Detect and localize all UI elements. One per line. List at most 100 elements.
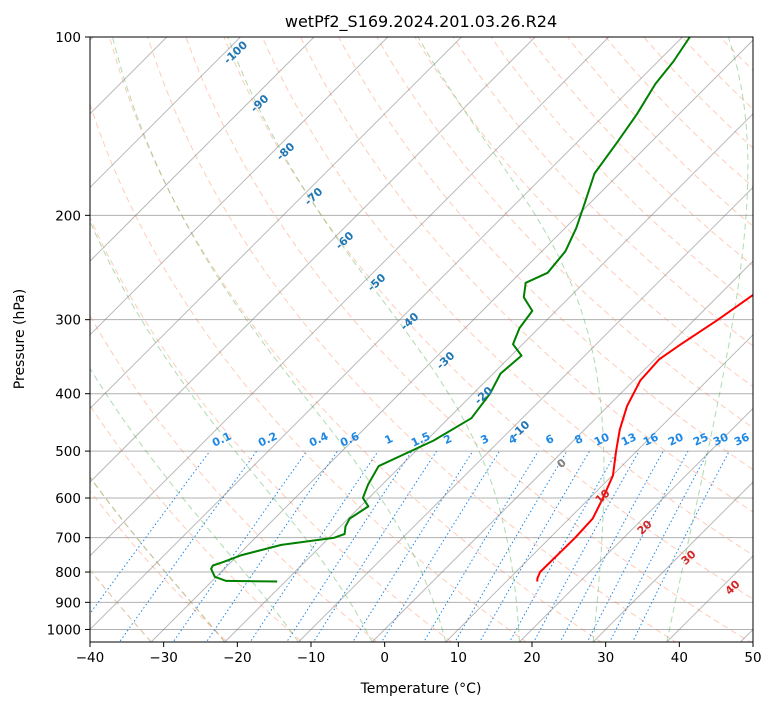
y-tick-label: 700: [55, 531, 81, 547]
mixing-ratio-line: [381, 450, 500, 642]
moist-adiabat-line: [666, 37, 749, 642]
x-tick-label: −10: [297, 650, 326, 666]
y-tick-label: 300: [55, 313, 81, 329]
isotherm-line: [90, 37, 463, 410]
x-tick-label: −40: [76, 650, 105, 666]
dry-adiabat-line: [185, 37, 752, 642]
mixing-ratio-line: [586, 450, 689, 642]
moist-adiabat-line: [417, 37, 605, 642]
mixing-ratio-line: [352, 450, 474, 642]
isotherm-line: [739, 628, 753, 642]
x-tick-label: 20: [523, 650, 540, 666]
mixing-ratio-label: 13: [619, 430, 638, 448]
temperature-profile-line: [536, 293, 753, 582]
plot-frame: [89, 36, 754, 643]
moist-adiabat-line: [90, 220, 373, 642]
moist-adiabat-line: [227, 37, 520, 642]
mixing-ratio-label: 3: [479, 432, 491, 447]
axes: −40 −30 −20 −10 0 10 20 30 40 5010020030040050060…: [47, 30, 762, 666]
mixing-ratio-label: 0.4: [307, 429, 330, 449]
dry-adiabat-line: [90, 102, 528, 642]
mixing-ratio-label: 0.6: [338, 429, 361, 449]
dry-adiabat-line: [719, 37, 753, 71]
isotherm-label: -20: [472, 384, 496, 407]
mixing-ratio-line: [632, 450, 730, 642]
mixing-ratio-line: [90, 450, 211, 615]
isotherm-line: [224, 113, 753, 642]
x-axis-label: Temperature (°C): [360, 681, 482, 697]
chart-title: wetPf2_S169.2024.201.03.26.R24: [285, 12, 557, 32]
mixing-ratio-line: [423, 450, 539, 642]
isotherm-line: [371, 260, 753, 642]
x-tick-label: 10: [450, 650, 467, 666]
mixing-ratio-label: 1: [383, 432, 395, 447]
dry-adiabat-line: [376, 37, 753, 429]
mixing-ratio-label: 1.5: [409, 430, 432, 450]
dry-adiabat-line: [90, 314, 378, 642]
dewpoint-profile-line: [210, 37, 691, 583]
mixing-ratio-label: 25: [691, 430, 710, 448]
data-series: [210, 37, 753, 583]
dry-adiabat-line: [109, 37, 602, 642]
dry-adiabat-line: [566, 37, 753, 227]
mixing-ratio-line: [249, 450, 379, 642]
mixing-ratio-label: 2: [442, 432, 454, 447]
dry-adiabat-line: [90, 404, 303, 642]
isotherm-label: -50: [365, 271, 389, 294]
dry-adiabat-line: [643, 37, 753, 149]
isotherm-label: -30: [434, 349, 458, 372]
mixing-ratio-label: 16: [641, 430, 661, 448]
isotherm-line: [150, 39, 753, 642]
isotherm-line: [592, 481, 753, 642]
y-tick-label: 800: [55, 565, 81, 581]
mixing-ratio-line: [205, 450, 338, 642]
wet-bulb-label: 20: [635, 517, 655, 537]
dry-adiabat-line: [261, 37, 753, 556]
y-tick-label: 500: [55, 444, 81, 460]
isotherm-label: -100: [221, 38, 250, 67]
mixing-ratio-line: [533, 450, 640, 642]
isotherm-line: [90, 37, 536, 483]
isotherm-label: -60: [333, 229, 357, 252]
isotherm-line: [445, 334, 753, 642]
y-axis-label: Pressure (hPa): [12, 289, 28, 389]
mixing-ratio-label: 10: [592, 430, 612, 448]
y-tick-label: 100: [55, 30, 81, 46]
mixing-ratio-line: [286, 450, 413, 642]
mixing-ratio-label: 6: [544, 432, 557, 447]
x-tick-label: 0: [380, 650, 389, 666]
dry-adiabat-line: [338, 37, 753, 471]
isotherm-line: [297, 186, 753, 642]
wet-bulb-label: 30: [679, 547, 699, 567]
mixing-ratio-label: 20: [666, 430, 686, 448]
mixing-ratio-line: [118, 450, 258, 642]
wet-bulb-line: [90, 476, 226, 642]
mixing-ratio-line: [454, 450, 568, 642]
dry-adiabat-line: [90, 490, 229, 642]
wet-bulb-label: 10: [593, 486, 613, 506]
mixing-ratio-line: [559, 450, 664, 642]
dry-adiabat-line: [223, 37, 753, 600]
dry-adiabat-line: [528, 37, 753, 267]
isotherm-line: [90, 37, 610, 557]
isotherm-line: [90, 37, 315, 262]
dry-adiabat-line: [414, 37, 753, 388]
x-tick-label: 30: [597, 650, 614, 666]
isotherm-label: -40: [398, 310, 422, 333]
wet-bulb-line: [90, 569, 152, 642]
y-tick-label: 400: [55, 387, 81, 403]
x-tick-label: −30: [149, 650, 178, 666]
isotherm-line: [90, 37, 389, 336]
x-tick-label: 50: [744, 650, 761, 666]
dry-adiabat-line: [605, 37, 753, 188]
isotherm-label: -90: [248, 92, 272, 115]
dry-adiabat-line: [490, 37, 753, 307]
dry-adiabat-line: [90, 216, 453, 642]
dry-adiabat-line: [452, 37, 753, 347]
isotherm-line: [518, 407, 753, 642]
reference-lines: [90, 37, 753, 642]
mixing-ratio-label: 36: [732, 430, 752, 448]
mixing-ratio-label: 8: [573, 432, 585, 447]
isotherm-line: [90, 37, 684, 631]
